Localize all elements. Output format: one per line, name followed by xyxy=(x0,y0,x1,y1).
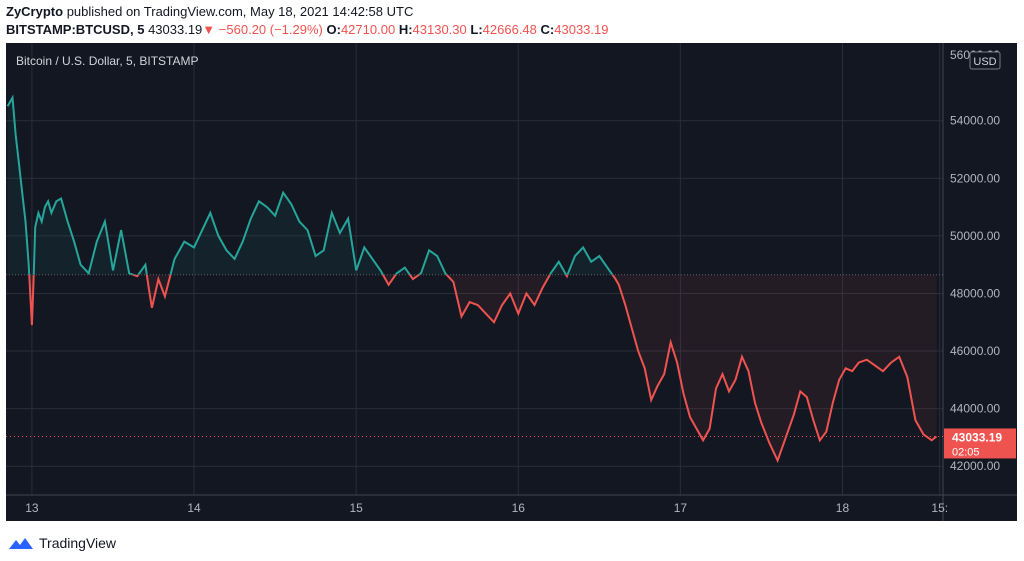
y-tick-label: 52000.00 xyxy=(950,171,1000,185)
x-tick-label: 15: xyxy=(931,501,948,515)
tradingview-logo-icon xyxy=(9,538,33,549)
x-tick-label: 13 xyxy=(25,501,39,515)
open-value: 42710.00 xyxy=(340,22,396,37)
countdown-label: 02:05 xyxy=(952,446,980,458)
x-tick-label: 17 xyxy=(674,501,688,515)
price-line-down xyxy=(28,274,938,464)
y-tick-label: 44000.00 xyxy=(950,402,1000,416)
chart-title: Bitcoin / U.S. Dollar, 5, BITSTAMP xyxy=(16,54,199,68)
last-price-label: 43033.19 xyxy=(952,430,1002,444)
low-label: L: xyxy=(470,22,483,37)
y-tick-label: 46000.00 xyxy=(950,344,1000,358)
tradingview-footer[interactable]: TradingView xyxy=(8,535,116,551)
y-tick-label: 54000.00 xyxy=(950,114,1000,128)
last-price-box xyxy=(944,428,1016,459)
x-tick-label: 15 xyxy=(349,501,363,515)
high-value: 43130.30 xyxy=(412,22,467,37)
symbol-label: BITSTAMP:BTCUSD, 5 xyxy=(6,22,145,37)
x-tick-label: 16 xyxy=(512,501,526,515)
publisher-name: ZyCrypto xyxy=(6,4,64,19)
y-tick-label: 48000.00 xyxy=(950,286,1000,300)
close-label: C: xyxy=(540,22,555,37)
price-line-up xyxy=(6,94,614,275)
x-tick-label: 14 xyxy=(187,501,201,515)
currency-badge xyxy=(969,51,1001,70)
close-value: 43033.19 xyxy=(554,22,609,37)
currency-label: USD xyxy=(973,56,996,68)
publish-info: ZyCrypto published on TradingView.com, M… xyxy=(6,4,413,19)
last-price: 43033.19 xyxy=(148,22,203,37)
area-fill-down xyxy=(7,274,937,461)
down-arrow-icon: ▼ xyxy=(202,22,216,37)
price-change: −560.20 (−1.29%) xyxy=(218,22,323,37)
open-label: O: xyxy=(326,22,341,37)
low-value: 42666.48 xyxy=(482,22,537,37)
y-tick-label: 50000.00 xyxy=(950,229,1000,243)
published-text: published on TradingView.com, May 18, 20… xyxy=(66,4,414,19)
ohlc-bar: BITSTAMP:BTCUSD, 5 43033.19▼ −560.20 (−1… xyxy=(6,22,608,37)
tradingview-brand: TradingView xyxy=(39,535,117,551)
y-tick-label: 42000.00 xyxy=(950,459,1000,473)
price-chart[interactable]: 42000.00 44000.00 46000.00 48000.00 50000.00… xyxy=(6,43,1017,521)
high-label: H: xyxy=(398,22,413,37)
x-tick-label: 18 xyxy=(836,501,850,515)
chart-panel[interactable]: 42000.00 44000.00 46000.00 48000.00 50000.00… xyxy=(6,43,1017,521)
